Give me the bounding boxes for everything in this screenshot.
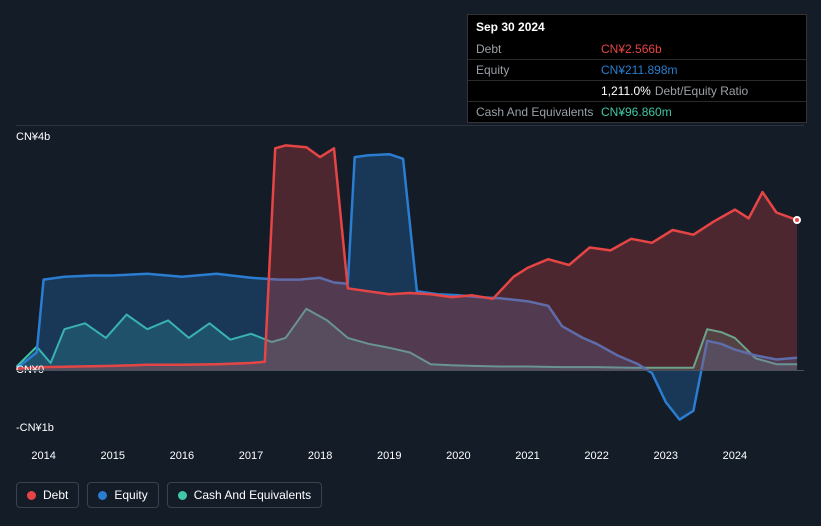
chart-tooltip: Sep 30 2024 DebtCN¥2.566bEquityCN¥211.89…	[467, 14, 807, 123]
x-axis-tick: 2016	[170, 450, 194, 462]
tooltip-row: DebtCN¥2.566b	[468, 39, 806, 60]
tooltip-value: CN¥211.898m	[601, 63, 678, 77]
legend-swatch	[98, 491, 107, 500]
legend-swatch	[178, 491, 187, 500]
tooltip-value: 1,211.0%Debt/Equity Ratio	[601, 84, 748, 98]
y-axis-tick: -CN¥1b	[16, 422, 54, 434]
legend-swatch	[27, 491, 36, 500]
x-axis-tick: 2023	[654, 450, 678, 462]
legend-label: Equity	[114, 488, 147, 502]
tooltip-value: CN¥96.860m	[601, 105, 672, 119]
tooltip-date: Sep 30 2024	[468, 15, 806, 39]
legend-item[interactable]: Equity	[87, 482, 158, 508]
legend-item[interactable]: Debt	[16, 482, 79, 508]
zero-baseline	[16, 370, 804, 371]
x-axis: 2014 2015 2016 2017 2018 2019 2020 2021 2022 2023…	[16, 450, 804, 470]
x-axis-tick: 2014	[31, 450, 55, 462]
legend-label: Debt	[43, 488, 68, 502]
x-axis-tick: 2020	[446, 450, 470, 462]
tooltip-label: Cash And Equivalents	[476, 105, 601, 119]
x-axis-tick: 2015	[101, 450, 125, 462]
x-axis-tick: 2024	[723, 450, 747, 462]
tooltip-row: Cash And EquivalentsCN¥96.860m	[468, 102, 806, 122]
chart-plot-area: CN¥4bCN¥0-CN¥1b	[16, 125, 804, 440]
y-axis-tick: CN¥4b	[16, 131, 50, 143]
x-axis-tick: 2021	[515, 450, 539, 462]
chart-svg	[16, 125, 804, 440]
chart-container: Sep 30 2024 DebtCN¥2.566bEquityCN¥211.89…	[0, 0, 821, 526]
x-axis-tick: 2018	[308, 450, 332, 462]
x-axis-tick: 2019	[377, 450, 401, 462]
tooltip-label: Equity	[476, 63, 601, 77]
tooltip-value: CN¥2.566b	[601, 42, 662, 56]
tooltip-suffix: Debt/Equity Ratio	[655, 84, 748, 98]
tooltip-label: Debt	[476, 42, 601, 56]
chart-legend: Debt Equity Cash And Equivalents	[16, 482, 322, 508]
tooltip-row: EquityCN¥211.898m	[468, 60, 806, 81]
legend-item[interactable]: Cash And Equivalents	[167, 482, 322, 508]
x-axis-tick: 2022	[584, 450, 608, 462]
legend-label: Cash And Equivalents	[194, 488, 311, 502]
x-axis-tick: 2017	[239, 450, 263, 462]
tooltip-row: 1,211.0%Debt/Equity Ratio	[468, 81, 806, 102]
series-end-marker	[793, 216, 801, 224]
tooltip-label	[476, 84, 601, 98]
